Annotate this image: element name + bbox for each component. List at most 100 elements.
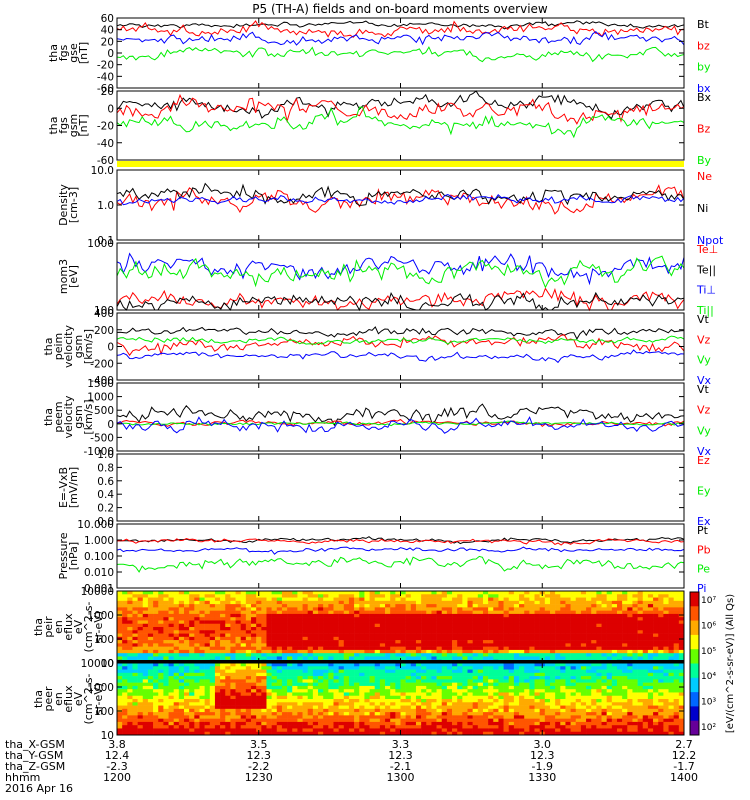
- y-axis-label: [mV/m]: [67, 467, 80, 508]
- heatmap-cell: [606, 610, 613, 615]
- heatmap-cell: [642, 643, 649, 647]
- heatmap-cell: [575, 636, 582, 641]
- heatmap-cell: [529, 689, 535, 693]
- heatmap-cell: [513, 689, 520, 693]
- heatmap-cell: [555, 636, 561, 641]
- heatmap-cell: [312, 679, 319, 683]
- heatmap-cell: [318, 627, 324, 631]
- heatmap-cell: [549, 712, 556, 716]
- heatmap-cell: [627, 715, 633, 719]
- heatmap-cell: [503, 695, 510, 700]
- heatmap-cell: [482, 594, 489, 598]
- y-axis-label: fgs: [57, 44, 70, 61]
- heatmap-cell: [488, 636, 494, 641]
- heatmap-cell: [235, 640, 241, 644]
- heatmap-cell: [560, 669, 566, 674]
- heatmap-cell: [519, 620, 525, 625]
- heatmap-cell: [276, 649, 283, 654]
- heatmap-cell: [658, 623, 664, 628]
- heatmap-cell: [230, 705, 236, 710]
- heatmap-cell: [204, 695, 211, 700]
- heatmap-cell: [544, 591, 551, 595]
- heatmap-cell: [312, 620, 319, 625]
- heatmap-cell: [302, 636, 309, 641]
- heatmap-cell: [348, 699, 355, 703]
- heatmap-cell: [256, 699, 262, 703]
- heatmap-cell: [467, 679, 473, 683]
- heatmap-cell: [178, 643, 185, 647]
- heatmap-cell: [482, 669, 489, 674]
- heatmap-cell: [251, 682, 257, 687]
- heatmap-cell: [132, 731, 138, 736]
- heatmap-cell: [570, 672, 577, 677]
- heatmap-cell: [441, 718, 448, 723]
- heatmap-cell: [369, 676, 376, 680]
- heatmap-cell: [529, 643, 535, 647]
- heatmap-cell: [668, 653, 674, 657]
- heatmap-cell: [555, 604, 561, 608]
- heatmap-cell: [184, 630, 190, 634]
- heatmap-cell: [534, 699, 540, 703]
- heatmap-cell: [369, 666, 376, 670]
- heatmap-cell: [647, 604, 654, 608]
- heatmap-cell: [668, 607, 674, 611]
- heatmap-cell: [245, 692, 252, 697]
- heatmap-cell: [426, 597, 432, 602]
- heatmap-cell: [302, 705, 309, 710]
- heatmap-cell: [142, 597, 149, 602]
- heatmap-cell: [560, 699, 566, 703]
- heatmap-cell: [410, 643, 417, 647]
- heatmap-cell: [343, 731, 350, 736]
- heatmap-cell: [379, 613, 386, 618]
- heatmap-cell: [348, 640, 355, 644]
- heatmap-cell: [117, 610, 123, 615]
- heatmap-cell: [137, 627, 144, 631]
- heatmap-cell: [415, 591, 422, 595]
- heatmap-cell: [230, 685, 236, 690]
- heatmap-cell: [400, 679, 406, 683]
- heatmap-cell: [240, 636, 247, 641]
- heatmap-cell: [637, 604, 644, 608]
- heatmap-cell: [534, 623, 540, 628]
- heatmap-cell: [632, 594, 638, 598]
- heatmap-cell: [385, 715, 391, 719]
- heatmap-cell: [271, 669, 278, 674]
- heatmap-cell: [338, 669, 345, 674]
- heatmap-cell: [395, 708, 401, 713]
- heatmap-cell: [601, 636, 607, 641]
- heatmap-cell: [261, 610, 267, 615]
- heatmap-cell: [395, 643, 401, 647]
- heatmap-cell: [230, 718, 236, 723]
- heatmap-cell: [390, 672, 396, 677]
- heatmap-cell: [462, 646, 468, 651]
- heatmap-cell: [508, 620, 515, 625]
- heatmap-cell: [446, 630, 453, 634]
- series-line-Ti⊥: [116, 252, 685, 286]
- heatmap-cell: [524, 620, 530, 625]
- heatmap-cell: [281, 721, 288, 726]
- heatmap-cell: [611, 712, 618, 716]
- heatmap-cell: [663, 630, 669, 634]
- heatmap-cell: [354, 643, 360, 647]
- heatmap-cell: [642, 617, 649, 621]
- heatmap-cell: [586, 669, 592, 674]
- heatmap-cell: [256, 610, 262, 615]
- heatmap-cell: [606, 646, 613, 651]
- heatmap-cell: [142, 653, 149, 657]
- heatmap-cell: [338, 591, 345, 595]
- heatmap-cell: [184, 689, 190, 693]
- heatmap-cell: [225, 656, 231, 661]
- heatmap-cell: [539, 708, 546, 713]
- heatmap-cell: [122, 663, 128, 667]
- heatmap-cell: [622, 679, 628, 683]
- heatmap-cell: [529, 613, 535, 618]
- heatmap-cell: [194, 718, 200, 723]
- heatmap-cell: [575, 630, 582, 634]
- heatmap-cell: [539, 676, 546, 680]
- heatmap-cell: [549, 715, 556, 719]
- heatmap-cell: [338, 620, 345, 625]
- heatmap-cell: [627, 617, 633, 621]
- heatmap-cell: [529, 702, 535, 706]
- heatmap-cell: [194, 692, 200, 697]
- heatmap-cell: [555, 672, 561, 677]
